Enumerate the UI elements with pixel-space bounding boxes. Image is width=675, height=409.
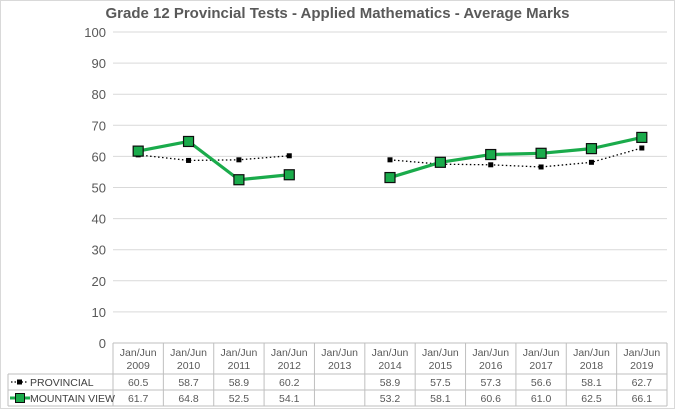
data-point-marker bbox=[588, 159, 594, 165]
data-point-marker bbox=[384, 171, 396, 184]
table-value-cell: 66.1 bbox=[632, 393, 653, 405]
y-tick-label: 100 bbox=[84, 25, 106, 40]
data-point-marker bbox=[639, 145, 645, 151]
table-value-cell: 57.3 bbox=[481, 377, 502, 389]
table-value-cell: 60.5 bbox=[128, 377, 149, 389]
legend-series-name: PROVINCIAL bbox=[30, 377, 94, 389]
data-point-marker bbox=[387, 157, 393, 163]
data-point-marker bbox=[488, 162, 494, 168]
legend-key-marker bbox=[15, 393, 25, 403]
legend-key-marker bbox=[17, 379, 22, 385]
chart-title: Grade 12 Provincial Tests - Applied Math… bbox=[105, 5, 570, 22]
x-category-label: Jan/Jun bbox=[321, 347, 358, 359]
data-point-marker bbox=[283, 169, 295, 181]
table-value-cell: 64.8 bbox=[178, 393, 199, 405]
data-point-marker bbox=[182, 135, 195, 148]
y-tick-label: 50 bbox=[92, 181, 106, 196]
x-category-label: Jan/Jun bbox=[623, 347, 660, 359]
data-point-marker bbox=[286, 153, 292, 159]
x-category-label: Jan/Jun bbox=[120, 347, 157, 359]
data-point-marker bbox=[233, 174, 245, 186]
y-tick-label: 20 bbox=[92, 274, 106, 289]
x-category-label: Jan/Jun bbox=[422, 347, 459, 359]
x-category-label: 2009 bbox=[127, 360, 151, 372]
table-value-cell: 58.1 bbox=[430, 393, 451, 405]
x-category-label: 2010 bbox=[177, 360, 201, 372]
table-value-cell: 57.5 bbox=[430, 377, 451, 389]
data-point-marker bbox=[538, 164, 544, 170]
table-value-cell: 58.9 bbox=[380, 377, 401, 389]
x-category-label: 2012 bbox=[278, 360, 302, 372]
y-tick-label: 10 bbox=[92, 305, 106, 320]
x-category-label: 2018 bbox=[580, 360, 604, 372]
x-category-label: 2016 bbox=[479, 360, 503, 372]
table-value-cell: 53.2 bbox=[380, 393, 401, 405]
x-category-label: 2017 bbox=[529, 360, 553, 372]
data-point-marker bbox=[236, 157, 242, 163]
table-value-cell: 61.7 bbox=[128, 393, 149, 405]
x-category-label: Jan/Jun bbox=[573, 347, 610, 359]
y-tick-label: 30 bbox=[92, 243, 106, 258]
x-category-label: 2011 bbox=[228, 360, 251, 372]
y-tick-label: 0 bbox=[99, 336, 106, 351]
series-line-mountain-view bbox=[389, 135, 643, 180]
x-category-label: 2019 bbox=[630, 360, 654, 372]
table-value-cell: 62.5 bbox=[581, 393, 602, 405]
data-point-marker bbox=[585, 143, 598, 155]
y-tick-label: 80 bbox=[92, 87, 106, 102]
table-value-cell: 60.6 bbox=[481, 393, 502, 405]
series-line-mountain-view bbox=[137, 139, 290, 182]
x-category-label: Jan/Jun bbox=[170, 347, 207, 359]
table-value-cell: 60.2 bbox=[279, 377, 300, 389]
table-value-cell: 58.9 bbox=[229, 377, 250, 389]
y-tick-label: 60 bbox=[92, 149, 106, 164]
y-tick-label: 90 bbox=[92, 56, 106, 71]
data-point-marker bbox=[186, 157, 192, 163]
series-line-provincial bbox=[389, 147, 642, 168]
y-tick-label: 40 bbox=[92, 212, 106, 227]
x-category-label: Jan/Jun bbox=[523, 347, 560, 359]
table-value-cell: 61.0 bbox=[531, 393, 552, 405]
x-category-label: 2015 bbox=[429, 360, 453, 372]
table-value-cell: 52.5 bbox=[229, 393, 250, 405]
series-line-provincial bbox=[138, 154, 290, 162]
data-point-marker bbox=[636, 131, 648, 144]
data-point-marker bbox=[535, 147, 547, 159]
x-category-label: Jan/Jun bbox=[271, 347, 308, 359]
x-category-label: Jan/Jun bbox=[221, 347, 258, 359]
data-point-marker bbox=[434, 156, 446, 168]
data-point-marker bbox=[485, 148, 497, 161]
x-category-label: Jan/Jun bbox=[472, 347, 509, 359]
x-category-label: Jan/Jun bbox=[372, 347, 409, 359]
x-category-label: 2014 bbox=[378, 360, 402, 372]
data-point-marker bbox=[132, 145, 144, 157]
table-value-cell: 56.6 bbox=[531, 377, 552, 389]
table-value-cell: 62.7 bbox=[632, 377, 653, 389]
legend-series-name: MOUNTAIN VIEW bbox=[30, 393, 115, 405]
table-value-cell: 54.1 bbox=[279, 393, 300, 405]
table-value-cell: 58.1 bbox=[581, 377, 602, 389]
y-tick-label: 70 bbox=[92, 118, 106, 133]
x-category-label: 2013 bbox=[328, 360, 352, 372]
table-value-cell: 58.7 bbox=[178, 377, 199, 389]
